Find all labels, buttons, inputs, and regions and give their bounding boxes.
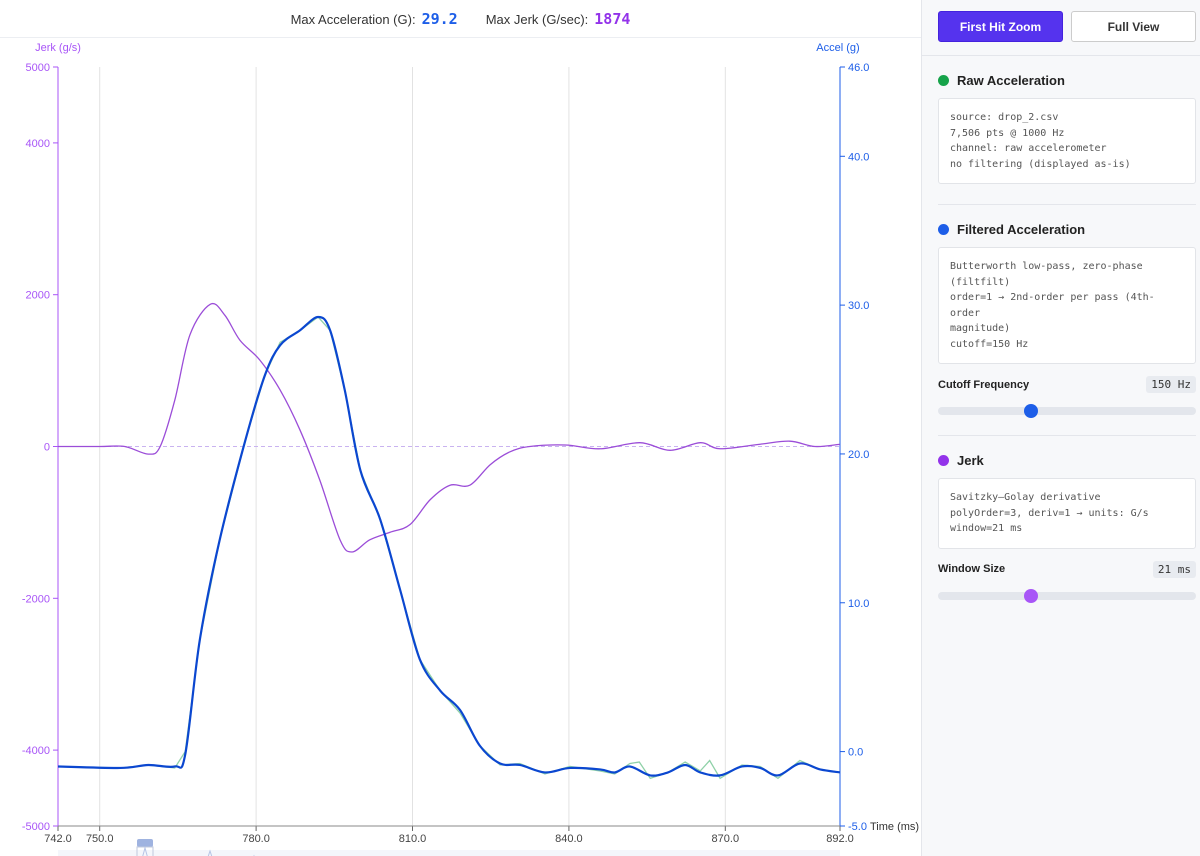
filtered-dot-icon (938, 223, 949, 235)
x-axis-label: Time (ms) (870, 821, 919, 833)
window-value: 21 ms (1152, 560, 1196, 578)
raw-section: Raw Acceleration source: drop_2.csv 7,50… (922, 72, 1200, 184)
chart-area: Max Acceleration (G): 29.2 Max Jerk (G/se… (0, 0, 921, 856)
y-left-tick-label: 2000 (26, 290, 50, 302)
y-right-tick-label: 10.0 (848, 598, 869, 610)
max-jerk-label: Max Jerk (G/sec): (485, 11, 589, 27)
filtered-series-line (57, 315, 841, 777)
raw-info: source: drop_2.csv 7,506 pts @ 1000 Hz c… (938, 98, 1196, 184)
filtered-title: Filtered Acceleration (957, 221, 1086, 237)
cutoff-label: Cutoff Frequency (938, 378, 1030, 391)
y-left-tick-label: -5000 (22, 821, 50, 833)
max-accel-value: 29.2 (421, 9, 458, 28)
divider (938, 204, 1196, 205)
y-right-axis-label: Accel (g) (816, 42, 859, 54)
jerk-info: Savitzky–Golay derivative polyOrder=3, d… (938, 478, 1196, 549)
overview-strip[interactable] (58, 850, 840, 856)
chart-svg[interactable]: 742.0 750.0 780.0 810.0 840.0 870.0 892.0 5000 4… (0, 38, 921, 856)
jerk-dot-icon (938, 454, 949, 466)
max-jerk-value: 1874 (594, 9, 631, 28)
cutoff-slider-thumb[interactable] (1023, 404, 1038, 418)
y-right-tick-label: 20.0 (848, 449, 869, 461)
x-tick-label: 780.0 (242, 833, 270, 845)
y-right-tick-label: 46.0 (848, 62, 869, 74)
y-right-tick-label: 30.0 (848, 300, 869, 312)
y-left-tick-label: 0 (44, 442, 50, 454)
max-accel-stat: Max Acceleration (G): 29.2 (291, 10, 458, 28)
overview-line (142, 846, 255, 856)
y-right-tick-label: 0.0 (848, 747, 863, 759)
full-view-button[interactable]: Full View (1071, 11, 1196, 42)
brush-handle[interactable] (137, 839, 153, 847)
y-left-axis-label: Jerk (g/s) (35, 42, 81, 54)
raw-series-line (57, 316, 841, 780)
x-tick-label: 810.0 (399, 833, 427, 845)
cutoff-slider[interactable] (938, 404, 1196, 418)
x-tick-label: 892.0 (826, 833, 854, 845)
divider (938, 435, 1196, 436)
y-left-tick-label: -4000 (22, 745, 50, 757)
x-tick-label: 870.0 (712, 833, 740, 845)
jerk-title: Jerk (957, 452, 984, 468)
stats-bar: Max Acceleration (G): 29.2 Max Jerk (G/se… (0, 0, 921, 38)
max-accel-label: Max Acceleration (G): (290, 11, 416, 27)
filtered-info: Butterworth low-pass, zero-phase (filtfi… (938, 247, 1196, 364)
y-left-tick-label: -2000 (22, 593, 50, 605)
first-hit-zoom-button[interactable]: First Hit Zoom (938, 11, 1063, 42)
cutoff-value: 150 Hz (1146, 376, 1196, 393)
window-slider[interactable] (938, 588, 1196, 603)
y-left-tick-label: 4000 (26, 138, 50, 150)
sidebar: First Hit Zoom Full View Raw Acceleratio… (921, 0, 1200, 856)
window-slider-thumb[interactable] (1023, 588, 1038, 603)
x-tick-label: 750.0 (86, 833, 114, 845)
jerk-section: Jerk Savitzky–Golay derivative polyOrder… (922, 452, 1200, 603)
raw-title: Raw Acceleration (957, 72, 1065, 88)
raw-dot-icon (938, 74, 949, 86)
jerk-series-line (58, 302, 841, 553)
y-right-tick-label: 40.0 (848, 151, 869, 163)
y-left-tick-label: 5000 (26, 62, 50, 74)
x-tick-label: 742.0 (44, 833, 72, 845)
x-tick-label: 840.0 (555, 833, 583, 845)
y-right-tick-label: -5.0 (848, 821, 867, 833)
max-jerk-stat: Max Jerk (G/sec): 1874 (486, 10, 631, 28)
filtered-section: Filtered Acceleration Butterworth low-pa… (922, 221, 1200, 418)
window-label: Window Size (938, 563, 1006, 575)
